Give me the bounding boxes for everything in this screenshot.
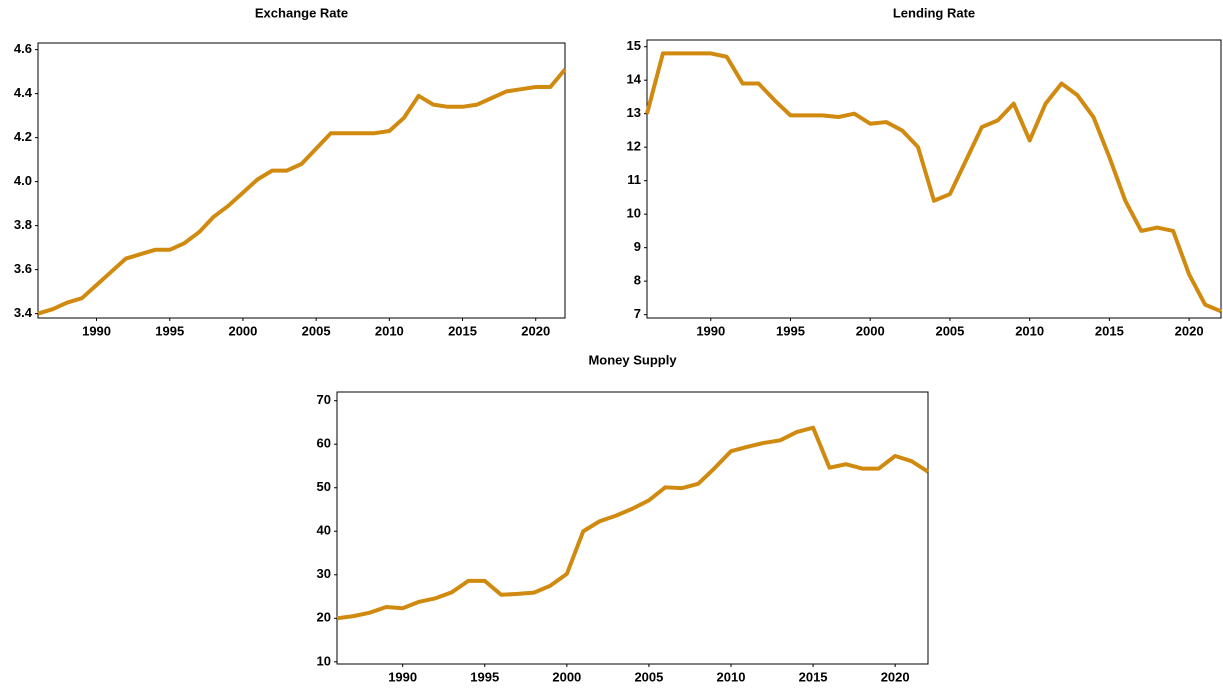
y-tick-label: 60 xyxy=(317,436,331,451)
plot-frame xyxy=(336,391,929,665)
plot-frame xyxy=(646,39,1222,319)
chart-title: Money Supply xyxy=(588,352,677,367)
y-tick-label: 4.0 xyxy=(14,173,32,188)
x-tick-label: 1995 xyxy=(470,669,499,684)
x-tick-label: 2005 xyxy=(935,323,964,338)
y-tick-label: 4.6 xyxy=(14,41,32,56)
y-tick-label: 50 xyxy=(317,479,331,494)
y-tick-label: 4.4 xyxy=(14,85,33,100)
x-tick-label: 2020 xyxy=(1175,323,1204,338)
y-tick-label: 3.8 xyxy=(14,217,32,232)
x-tick-label: 2020 xyxy=(881,669,910,684)
y-tick-label: 13 xyxy=(627,105,641,120)
x-tick-label: 1990 xyxy=(696,323,725,338)
y-tick-label: 8 xyxy=(634,273,641,288)
y-tick-label: 7 xyxy=(634,306,641,321)
x-tick-label: 2015 xyxy=(1095,323,1124,338)
x-tick-label: 2000 xyxy=(228,323,257,338)
data-line xyxy=(336,425,930,621)
x-tick-label: 2015 xyxy=(448,323,477,338)
y-tick-label: 4.2 xyxy=(14,129,32,144)
y-tick-label: 15 xyxy=(627,38,641,53)
chart-title: Lending Rate xyxy=(893,5,975,20)
x-tick-label: 2010 xyxy=(1015,323,1044,338)
data-line xyxy=(37,68,567,316)
plot-frame xyxy=(37,42,566,319)
y-tick-label: 12 xyxy=(627,139,641,154)
x-tick-label: 1995 xyxy=(155,323,184,338)
y-tick-label: 9 xyxy=(634,239,641,254)
y-tick-label: 3.4 xyxy=(14,305,33,320)
y-tick-label: 10 xyxy=(317,653,331,668)
x-tick-label: 1995 xyxy=(776,323,805,338)
x-tick-label: 2010 xyxy=(375,323,404,338)
y-tick-label: 40 xyxy=(317,523,331,538)
x-tick-label: 2000 xyxy=(552,669,581,684)
x-tick-label: 2020 xyxy=(521,323,550,338)
y-tick-label: 10 xyxy=(627,206,641,221)
y-tick-label: 70 xyxy=(317,392,331,407)
x-tick-label: 2005 xyxy=(302,323,331,338)
data-line xyxy=(645,51,1222,314)
x-tick-label: 1990 xyxy=(82,323,111,338)
x-tick-label: 2015 xyxy=(799,669,828,684)
y-tick-label: 20 xyxy=(317,610,331,625)
x-tick-label: 2005 xyxy=(634,669,663,684)
x-tick-label: 2010 xyxy=(717,669,746,684)
x-tick-label: 1990 xyxy=(388,669,417,684)
y-tick-label: 14 xyxy=(627,72,642,87)
y-tick-label: 11 xyxy=(627,172,641,187)
y-tick-label: 3.6 xyxy=(14,261,32,276)
y-tick-label: 30 xyxy=(317,566,331,581)
x-tick-label: 2000 xyxy=(856,323,885,338)
chart-title: Exchange Rate xyxy=(255,5,348,20)
